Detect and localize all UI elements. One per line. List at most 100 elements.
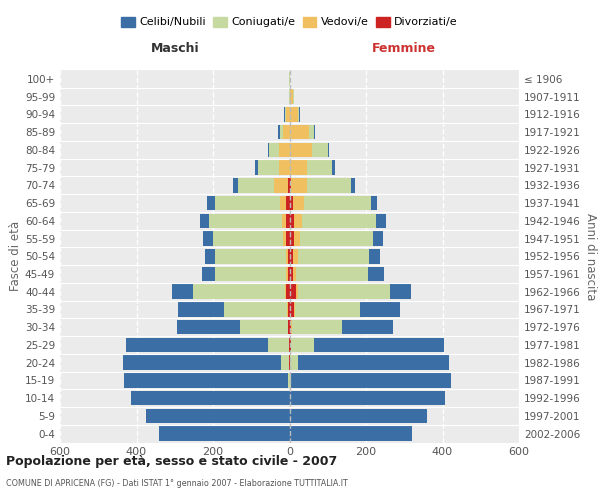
Bar <box>283 231 286 246</box>
Text: Popolazione per età, sesso e stato civile - 2007: Popolazione per età, sesso e stato civil… <box>6 454 337 468</box>
Bar <box>205 249 215 264</box>
Bar <box>360 302 400 316</box>
Bar <box>293 249 298 264</box>
Bar <box>238 178 274 192</box>
Bar <box>295 302 360 316</box>
Bar <box>292 338 314 352</box>
Bar <box>207 196 215 210</box>
Bar <box>283 125 290 140</box>
Bar <box>224 302 287 316</box>
Bar <box>290 178 292 192</box>
Bar <box>177 320 240 334</box>
Bar <box>294 302 295 316</box>
Bar <box>290 320 291 334</box>
Bar <box>240 320 288 334</box>
Bar <box>268 338 289 352</box>
Bar <box>193 284 284 299</box>
Bar <box>286 284 290 299</box>
Bar <box>373 231 383 246</box>
Bar <box>376 214 386 228</box>
Bar <box>233 178 238 192</box>
Bar <box>287 266 290 281</box>
Bar <box>294 214 302 228</box>
Bar <box>215 266 286 281</box>
Bar <box>279 142 290 157</box>
Bar <box>290 196 293 210</box>
Y-axis label: Anni di nascita: Anni di nascita <box>584 212 597 300</box>
Bar <box>290 249 293 264</box>
Bar <box>160 426 290 441</box>
Bar <box>368 249 380 264</box>
Bar <box>284 107 285 122</box>
Bar <box>131 391 290 406</box>
Bar <box>287 302 290 316</box>
Bar <box>290 356 298 370</box>
Bar <box>290 125 310 140</box>
Bar <box>146 408 290 423</box>
Bar <box>292 178 307 192</box>
Bar <box>296 284 298 299</box>
Text: COMUNE DI APRICENA (FG) - Dati ISTAT 1° gennaio 2007 - Elaborazione TUTTITALIA.I: COMUNE DI APRICENA (FG) - Dati ISTAT 1° … <box>6 478 348 488</box>
Bar <box>341 320 393 334</box>
Bar <box>172 284 193 299</box>
Bar <box>280 196 286 210</box>
Bar <box>274 178 287 192</box>
Bar <box>124 373 289 388</box>
Bar <box>293 266 296 281</box>
Bar <box>299 107 300 122</box>
Bar <box>314 125 315 140</box>
Bar <box>258 160 279 175</box>
Bar <box>290 284 296 299</box>
Bar <box>293 196 304 210</box>
Bar <box>307 160 332 175</box>
Bar <box>292 320 341 334</box>
Bar <box>126 338 268 352</box>
Bar <box>314 338 443 352</box>
Bar <box>313 142 328 157</box>
Bar <box>279 160 290 175</box>
Bar <box>254 160 258 175</box>
Bar <box>300 231 373 246</box>
Bar <box>280 125 283 140</box>
Bar <box>286 249 287 264</box>
Bar <box>287 249 290 264</box>
Bar <box>286 196 290 210</box>
Bar <box>290 107 298 122</box>
Bar <box>289 320 290 334</box>
Bar <box>289 373 290 388</box>
Bar <box>290 160 307 175</box>
Bar <box>286 231 290 246</box>
Bar <box>203 231 212 246</box>
Bar <box>269 142 279 157</box>
Bar <box>285 107 286 122</box>
Bar <box>294 231 300 246</box>
Bar <box>281 356 289 370</box>
Bar <box>290 426 412 441</box>
Bar <box>298 107 299 122</box>
Text: Maschi: Maschi <box>151 42 199 55</box>
Bar <box>287 178 290 192</box>
Bar <box>290 391 445 406</box>
Bar <box>278 125 280 140</box>
Bar <box>202 266 215 281</box>
Text: Femmine: Femmine <box>372 42 436 55</box>
Bar <box>298 249 368 264</box>
Bar <box>212 231 283 246</box>
Bar <box>290 142 313 157</box>
Bar <box>290 214 294 228</box>
Bar <box>200 214 209 228</box>
Y-axis label: Fasce di età: Fasce di età <box>9 221 22 292</box>
Bar <box>290 408 427 423</box>
Bar <box>290 231 294 246</box>
Bar <box>296 266 368 281</box>
Bar <box>209 214 282 228</box>
Bar <box>215 196 280 210</box>
Bar <box>332 160 335 175</box>
Bar <box>371 196 377 210</box>
Bar <box>290 302 294 316</box>
Bar <box>390 284 411 299</box>
Bar <box>215 249 286 264</box>
Bar <box>282 214 286 228</box>
Bar <box>307 178 352 192</box>
Bar <box>123 356 281 370</box>
